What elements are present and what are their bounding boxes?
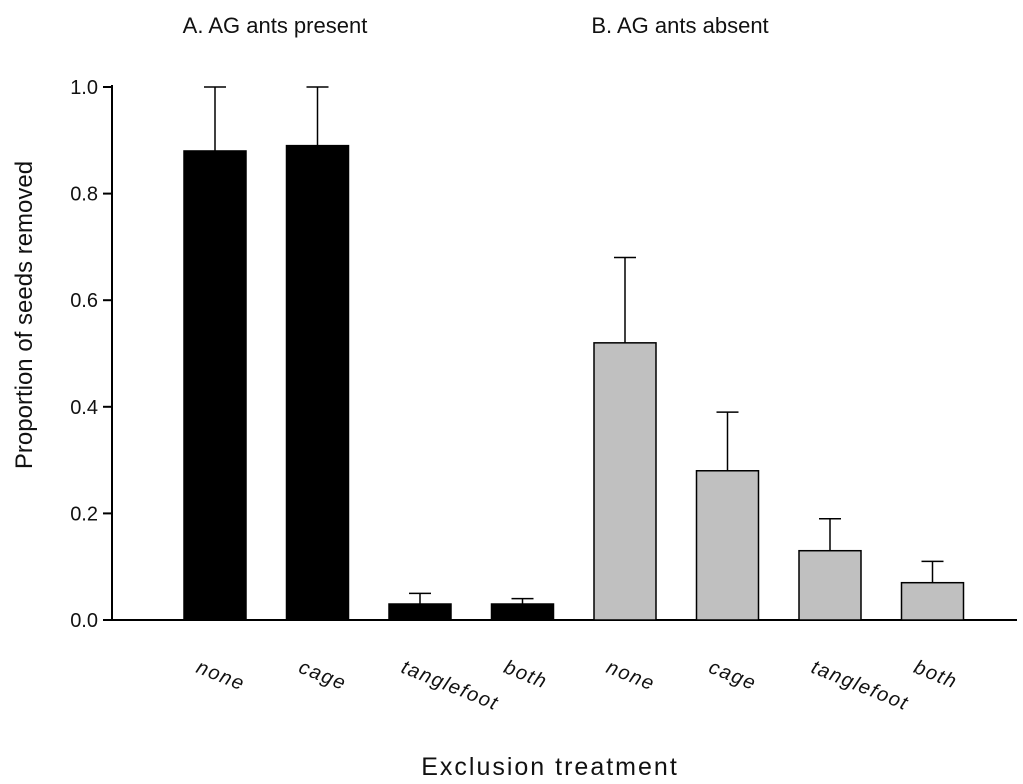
bar xyxy=(183,150,247,621)
y-tick-label: 0.0 xyxy=(70,610,98,632)
bar xyxy=(285,144,350,621)
x-tick-label: both xyxy=(911,656,961,693)
y-axis-label: Proportion of seeds removed xyxy=(11,161,38,469)
x-axis-label: Exclusion treatment xyxy=(421,753,679,781)
bar xyxy=(593,342,657,621)
x-tick-label: both xyxy=(501,656,551,693)
bar xyxy=(798,549,862,621)
x-tick-label: none xyxy=(193,656,248,695)
x-tick-label: tanglefoot xyxy=(398,656,502,715)
x-tick-label: cage xyxy=(706,656,760,695)
bar xyxy=(900,581,965,621)
bar xyxy=(388,603,452,621)
panel-title-a: A. AG ants present xyxy=(183,13,368,38)
y-tick-label: 0.4 xyxy=(70,397,98,419)
bar xyxy=(490,603,555,621)
panel-title-b: B. AG ants absent xyxy=(591,13,768,38)
y-tick-label: 0.6 xyxy=(70,290,98,312)
x-tick-label: tanglefoot xyxy=(808,656,912,715)
x-tick-label: cage xyxy=(296,656,350,695)
x-tick-label: none xyxy=(603,656,658,695)
y-tick-label: 1.0 xyxy=(70,77,98,99)
y-tick-label: 0.8 xyxy=(70,184,98,206)
bar xyxy=(695,470,760,621)
y-tick-label: 0.2 xyxy=(70,503,98,525)
